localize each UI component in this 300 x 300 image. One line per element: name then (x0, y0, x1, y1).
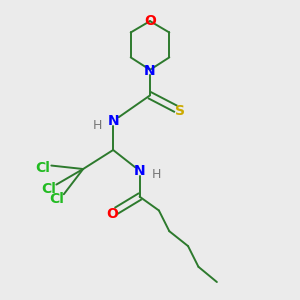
Text: H: H (92, 118, 102, 132)
Text: Cl: Cl (49, 192, 64, 206)
Text: H: H (151, 168, 160, 182)
Text: Cl: Cl (35, 161, 50, 175)
Text: Cl: Cl (41, 182, 56, 196)
Text: N: N (107, 114, 119, 128)
Text: O: O (144, 14, 156, 28)
Text: S: S (175, 104, 185, 118)
Text: O: O (106, 207, 118, 221)
Text: N: N (134, 164, 146, 178)
Text: N: N (144, 64, 156, 77)
